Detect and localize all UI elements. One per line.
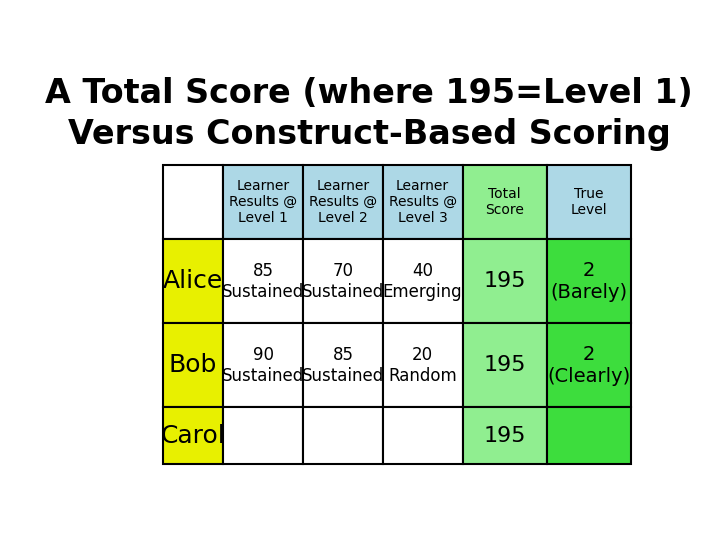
Text: Learner
Results @
Level 1: Learner Results @ Level 1 <box>229 179 297 225</box>
Text: 195: 195 <box>483 426 526 446</box>
Bar <box>223 323 303 407</box>
Text: Learner
Results @
Level 2: Learner Results @ Level 2 <box>309 179 377 225</box>
Text: 195: 195 <box>483 355 526 375</box>
Bar <box>383 323 462 407</box>
Text: 2
(Barely): 2 (Barely) <box>551 261 628 302</box>
Bar <box>303 323 383 407</box>
Bar <box>462 323 547 407</box>
Bar <box>303 165 383 239</box>
Bar <box>547 323 631 407</box>
Bar <box>547 239 631 323</box>
Bar <box>383 239 462 323</box>
Text: 40
Emerging: 40 Emerging <box>383 262 462 301</box>
Bar <box>547 407 631 464</box>
Text: 85
Sustained: 85 Sustained <box>302 346 384 384</box>
Text: Bob: Bob <box>168 353 217 377</box>
Bar <box>303 239 383 323</box>
Text: True
Level: True Level <box>571 187 608 217</box>
Text: 90
Sustained: 90 Sustained <box>222 346 305 384</box>
Text: Alice: Alice <box>163 269 223 293</box>
Bar <box>163 323 223 407</box>
Text: 85
Sustained: 85 Sustained <box>222 262 305 301</box>
Text: 20
Random: 20 Random <box>388 346 457 384</box>
Bar <box>163 407 223 464</box>
Bar <box>223 407 303 464</box>
Bar <box>462 239 547 323</box>
Bar <box>383 165 462 239</box>
Text: A Total Score (where 195=Level 1)
Versus Construct-Based Scoring: A Total Score (where 195=Level 1) Versus… <box>45 77 693 151</box>
Text: 2
(Clearly): 2 (Clearly) <box>547 345 631 386</box>
Bar <box>547 165 631 239</box>
Text: Carol: Carol <box>161 423 225 448</box>
Bar <box>223 165 303 239</box>
Text: 195: 195 <box>483 271 526 292</box>
Bar <box>462 165 547 239</box>
Bar <box>303 407 383 464</box>
Text: 70
Sustained: 70 Sustained <box>302 262 384 301</box>
Bar <box>462 407 547 464</box>
Text: Total
Score: Total Score <box>485 187 524 217</box>
Bar <box>383 407 462 464</box>
Text: Learner
Results @
Level 3: Learner Results @ Level 3 <box>389 179 456 225</box>
Bar <box>163 239 223 323</box>
Bar <box>223 239 303 323</box>
Bar <box>163 165 223 239</box>
